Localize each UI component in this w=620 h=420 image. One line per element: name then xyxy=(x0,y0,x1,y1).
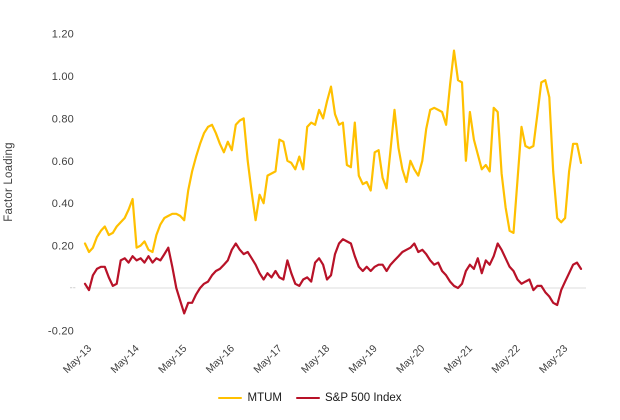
sp500-line xyxy=(83,238,583,315)
y-tick-label-0.60: 0.60 xyxy=(52,156,74,168)
x-tick-label-May-16: May-16 xyxy=(204,343,237,376)
legend-label-sp500: S&P 500 Index xyxy=(324,392,402,404)
x-tick-label-May-15: May-15 xyxy=(156,343,189,376)
y-tick-label---: -- xyxy=(70,283,76,293)
y-tick-label-0.20: 0.20 xyxy=(52,241,74,253)
legend-label-mtum: MTUM xyxy=(247,392,282,404)
y-tick-label--0.20: -0.20 xyxy=(48,325,74,337)
x-tick-label-May-13: May-13 xyxy=(61,343,94,376)
legend-item-sp500: S&P 500 Index xyxy=(295,392,402,404)
sp500-line-swatch-icon xyxy=(295,396,320,400)
legend-item-mtum: MTUM xyxy=(218,392,282,404)
y-tick-label-1.00: 1.00 xyxy=(52,71,74,83)
mtum-line-swatch-icon xyxy=(218,396,243,400)
x-tick-label-May-21: May-21 xyxy=(442,343,475,376)
x-tick-label-May-23: May-23 xyxy=(537,343,570,376)
x-tick-label-May-20: May-20 xyxy=(394,343,427,376)
y-axis-title: Factor Loading xyxy=(3,142,15,222)
y-tick-label-0.40: 0.40 xyxy=(52,198,74,210)
x-tick-label-May-17: May-17 xyxy=(251,343,284,376)
y-tick-label-0.80: 0.80 xyxy=(52,113,74,125)
legend: MTUM S&P 500 Index xyxy=(0,392,620,404)
x-tick-label-May-18: May-18 xyxy=(299,343,332,376)
x-tick-label-May-19: May-19 xyxy=(347,343,380,376)
x-tick-label-May-22: May-22 xyxy=(489,343,522,376)
x-tick-label-May-14: May-14 xyxy=(108,343,141,376)
mtum-line xyxy=(83,49,583,254)
y-tick-label-1.20: 1.20 xyxy=(52,29,74,41)
